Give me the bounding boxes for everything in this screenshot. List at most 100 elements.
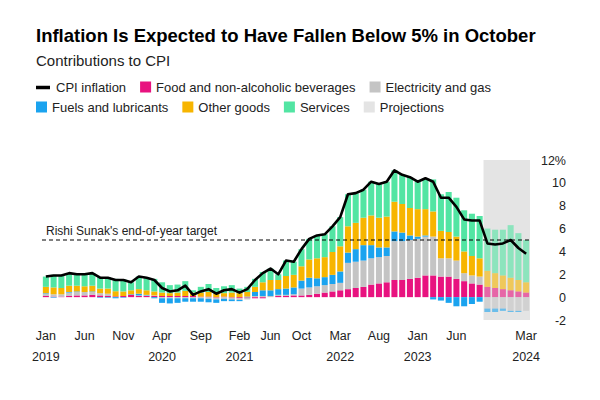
bar [97,295,103,297]
x-tick-line: Feb [229,329,251,343]
legend-key [140,82,151,93]
bar [368,245,374,258]
bar [82,295,88,297]
x-tick-line: Aug [368,329,390,343]
bar [128,290,134,294]
bar [477,277,483,285]
bar [43,277,49,287]
legend-label: Services [300,100,350,115]
x-tick-line: Mar [515,329,537,343]
bar [51,297,57,299]
bar [120,291,126,296]
bar [136,296,142,297]
bar [267,290,273,296]
bar [500,230,506,276]
bar [144,296,150,297]
x-tick-line: Jun [446,329,466,343]
bar [484,309,490,312]
bar [438,277,444,298]
bar [337,283,343,290]
bar [306,259,312,277]
bar [314,286,320,293]
bar [508,278,514,291]
bar [43,287,49,293]
bar [167,296,173,297]
bar [446,277,452,298]
bar [175,298,181,303]
bar [422,237,428,276]
bar [213,298,219,300]
bar [175,293,181,296]
bar [337,290,343,297]
bar [74,286,80,292]
x-tick-label: Feb2021 [226,329,254,364]
bar [484,271,490,287]
bar [291,295,297,297]
bar [182,297,188,298]
bar [283,295,289,296]
bar [415,237,421,239]
bar [275,280,281,289]
x-tick-label: Nov [112,329,135,343]
bar [275,289,281,295]
y-tick-label: 10 [552,176,566,190]
bar [415,239,421,278]
bar [128,294,134,295]
bar [298,295,304,297]
bar [438,194,444,231]
bar [368,182,374,216]
bar [190,296,196,297]
bar [508,225,514,278]
target-line [42,240,530,241]
x-tick-label: Jun [446,329,466,343]
bar [461,251,467,273]
bar [144,295,150,297]
bar [306,287,312,294]
bar [298,266,304,280]
bar [182,296,188,297]
bar [360,218,366,245]
bar [151,296,157,297]
bar [384,217,390,248]
bar [291,262,297,275]
bar [221,297,227,299]
bar [283,276,289,289]
bar [74,295,80,297]
legend-key [364,102,375,113]
bar [484,287,490,297]
bar [128,295,134,297]
legend-item: Projections [364,100,445,115]
bar [446,258,452,276]
bar [314,258,320,278]
bar [360,261,366,287]
bar [515,297,521,311]
legend-item: CPI inflation [36,80,126,95]
bar [58,275,64,288]
bar [500,289,506,297]
bar [74,274,80,285]
legend-label: Electricity and gas [386,80,492,95]
bar [391,280,397,297]
bar [66,293,72,296]
bar [353,193,359,223]
bar [515,280,521,291]
x-tick-label: Jun [260,329,280,343]
bar [508,297,514,311]
bar [461,281,467,297]
bar [190,298,196,301]
bar [492,297,498,308]
bar [151,297,157,298]
bar [252,297,258,298]
bar [82,292,88,295]
bar [422,235,428,236]
bar [167,298,173,303]
bar [469,283,475,297]
bar [422,209,428,235]
legend-key [182,102,193,113]
bar [376,184,382,218]
bar [523,297,529,311]
bar [97,293,103,295]
x-tick-line: 2024 [512,350,540,364]
bar [144,290,150,295]
bar [291,294,297,295]
